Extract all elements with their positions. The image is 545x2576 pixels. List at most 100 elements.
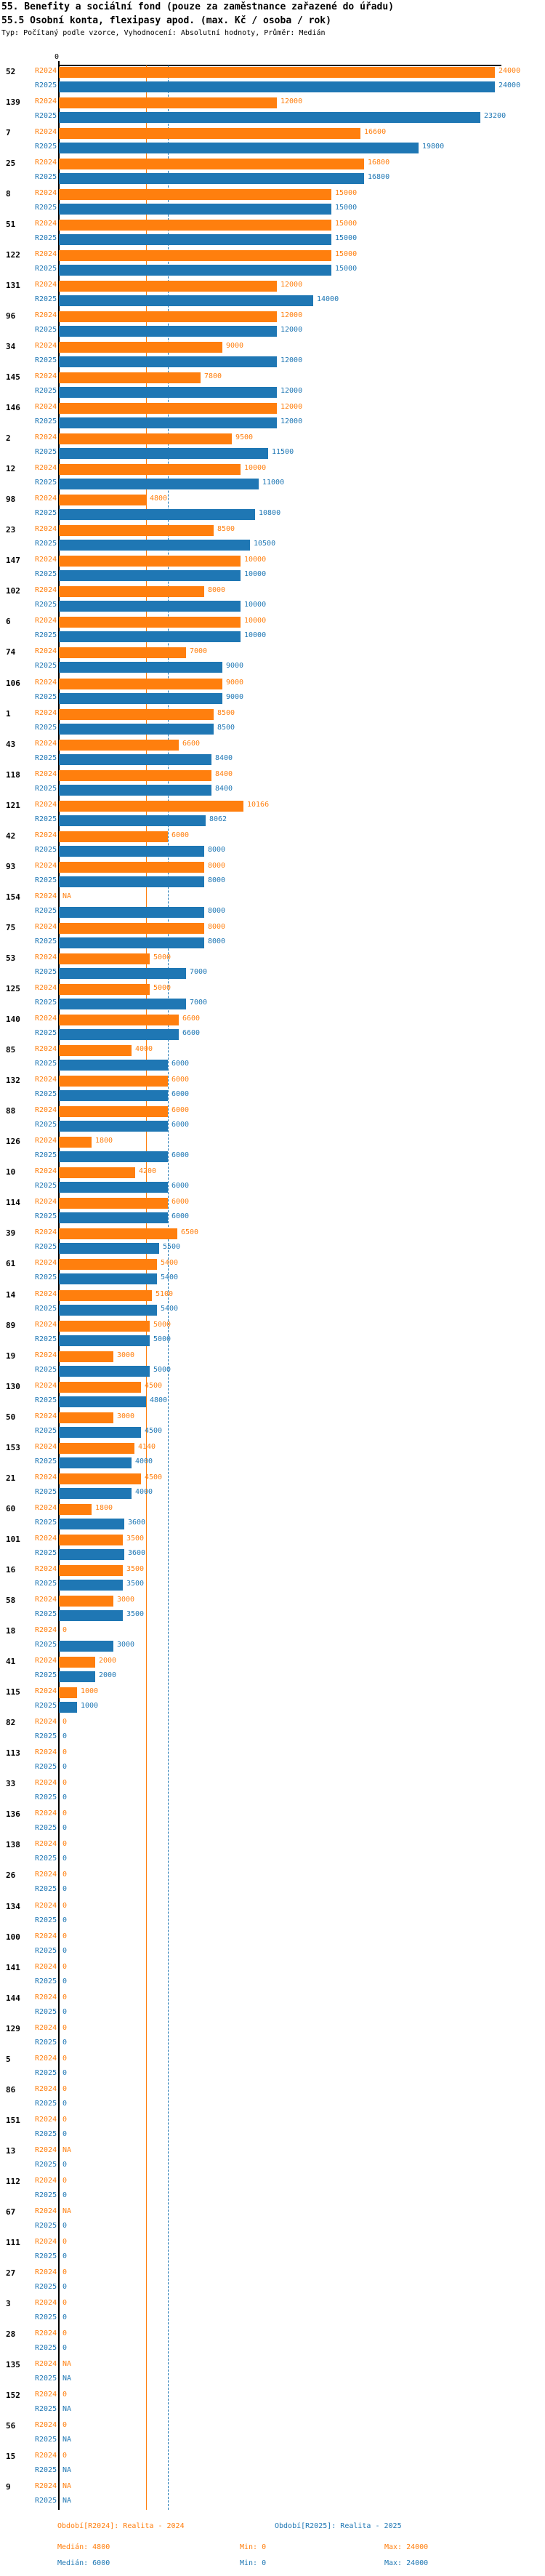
bar-value-label: NA (62, 2497, 72, 2505)
bar-value-label: 0 (62, 2344, 68, 2353)
series-label-r2024: R2024 (35, 341, 57, 350)
row-id-label: 113 (6, 1748, 20, 1759)
bar-value-label: 15000 (335, 203, 358, 212)
series-label-r2024: R2024 (35, 1962, 57, 1971)
row-id-label: 139 (6, 97, 20, 107)
bar-value-label: 12000 (280, 417, 303, 426)
bar-value-label: 0 (62, 1748, 68, 1757)
bar-value-label: 0 (62, 1840, 68, 1849)
bar-value-label: 6000 (171, 1198, 190, 1207)
bar-r2025 (59, 753, 211, 765)
bar-value-label: 0 (62, 2222, 68, 2230)
bar-value-label: 8000 (208, 906, 226, 915)
series-label-r2025: R2025 (35, 1946, 57, 1955)
bar-value-label: 12000 (280, 311, 303, 319)
x-axis-tick (58, 61, 60, 65)
bar-value-label: 6000 (171, 1121, 190, 1129)
row-id-label: 89 (6, 1320, 16, 1330)
row-id-label: 61 (6, 1259, 16, 1269)
legend-series-r2024: Období[R2024]: Realita - 2024 (57, 2522, 185, 2530)
row-id-label: 3 (6, 2299, 11, 2309)
series-label-r2025: R2025 (35, 2191, 57, 2199)
bar-value-label: 0 (62, 1977, 68, 1985)
bar-value-label: 7800 (204, 372, 222, 380)
bar-r2024 (59, 1351, 113, 1362)
bar-value-label: 10500 (254, 540, 276, 548)
bar-value-label: 0 (62, 2421, 68, 2430)
series-label-r2025: R2025 (35, 1335, 57, 1343)
bar-value-label: 15000 (335, 249, 358, 258)
series-label-r2024: R2024 (35, 1534, 57, 1543)
bar-r2025 (59, 81, 495, 92)
row-id-label: 56 (6, 2421, 16, 2431)
bar-value-label: 0 (62, 1824, 68, 1833)
series-label-r2024: R2024 (35, 372, 57, 380)
bar-value-label: 0 (62, 2452, 68, 2460)
bar-r2025 (59, 784, 211, 796)
series-label-r2024: R2024 (35, 2299, 57, 2308)
bar-value-label: 0 (62, 2191, 68, 2199)
bar-r2025 (59, 906, 204, 918)
series-label-r2025: R2025 (35, 815, 57, 823)
bar-value-label: 10000 (244, 617, 267, 625)
row-id-label: 10 (6, 1167, 16, 1177)
bar-value-label: 10000 (244, 464, 267, 473)
row-id-label: 126 (6, 1137, 20, 1147)
series-label-r2025: R2025 (35, 142, 57, 151)
bar-value-label: 12000 (280, 97, 303, 105)
bar-value-label: NA (62, 2145, 72, 2154)
series-label-r2025: R2025 (35, 1518, 57, 1527)
bar-value-label: 12000 (280, 403, 303, 412)
bar-r2025 (59, 1396, 146, 1407)
bar-r2024 (59, 372, 201, 383)
series-label-r2024: R2024 (35, 1137, 57, 1145)
bar-value-label: 5100 (156, 1289, 174, 1298)
series-label-r2025: R2025 (35, 845, 57, 854)
bar-value-label: NA (62, 2466, 72, 2475)
bar-value-label: 3500 (126, 1610, 145, 1618)
series-label-r2025: R2025 (35, 876, 57, 884)
bar-value-label: 10000 (244, 601, 267, 609)
series-label-r2024: R2024 (35, 311, 57, 319)
series-label-r2024: R2024 (35, 1779, 57, 1788)
series-label-r2025: R2025 (35, 81, 57, 89)
bar-value-label: 5400 (161, 1304, 179, 1313)
bar-value-label: 5000 (153, 1320, 171, 1329)
series-label-r2024: R2024 (35, 2238, 57, 2247)
bar-value-label: 0 (62, 1916, 68, 1924)
series-label-r2025: R2025 (35, 631, 57, 640)
bar-r2024 (59, 403, 277, 415)
series-label-r2024: R2024 (35, 495, 57, 503)
bar-value-label: 10000 (244, 556, 267, 564)
bar-r2025 (59, 111, 480, 123)
series-label-r2025: R2025 (35, 2375, 57, 2383)
row-id-label: 52 (6, 66, 16, 76)
legend-median-r2025: Medián: 6000 (57, 2559, 110, 2567)
bar-r2025 (59, 1273, 157, 1285)
series-label-r2025: R2025 (35, 233, 57, 242)
bar-value-label: NA (62, 2436, 72, 2444)
series-label-r2025: R2025 (35, 1977, 57, 1985)
bar-r2025 (59, 1548, 124, 1560)
row-id-label: 111 (6, 2238, 20, 2248)
bar-r2025 (59, 1151, 168, 1163)
y-axis-line (58, 65, 60, 2510)
bar-value-label: 0 (62, 2268, 68, 2277)
series-label-r2024: R2024 (35, 1840, 57, 1849)
bar-value-label: 4000 (135, 1487, 153, 1496)
series-label-r2025: R2025 (35, 753, 57, 762)
bar-value-label: 0 (62, 2038, 68, 2047)
bar-value-label: 5000 (153, 1365, 171, 1374)
series-label-r2025: R2025 (35, 1060, 57, 1068)
series-label-r2024: R2024 (35, 1320, 57, 1329)
series-label-r2025: R2025 (35, 1151, 57, 1160)
bar-value-label: 4200 (139, 1167, 157, 1176)
row-id-label: 85 (6, 1045, 16, 1055)
bar-value-label: 0 (62, 2129, 68, 2138)
series-label-r2025: R2025 (35, 2313, 57, 2322)
bar-r2024 (59, 188, 331, 200)
series-label-r2025: R2025 (35, 906, 57, 915)
row-id-label: 34 (6, 341, 16, 351)
row-id-label: 74 (6, 647, 16, 657)
series-label-r2024: R2024 (35, 2329, 57, 2338)
